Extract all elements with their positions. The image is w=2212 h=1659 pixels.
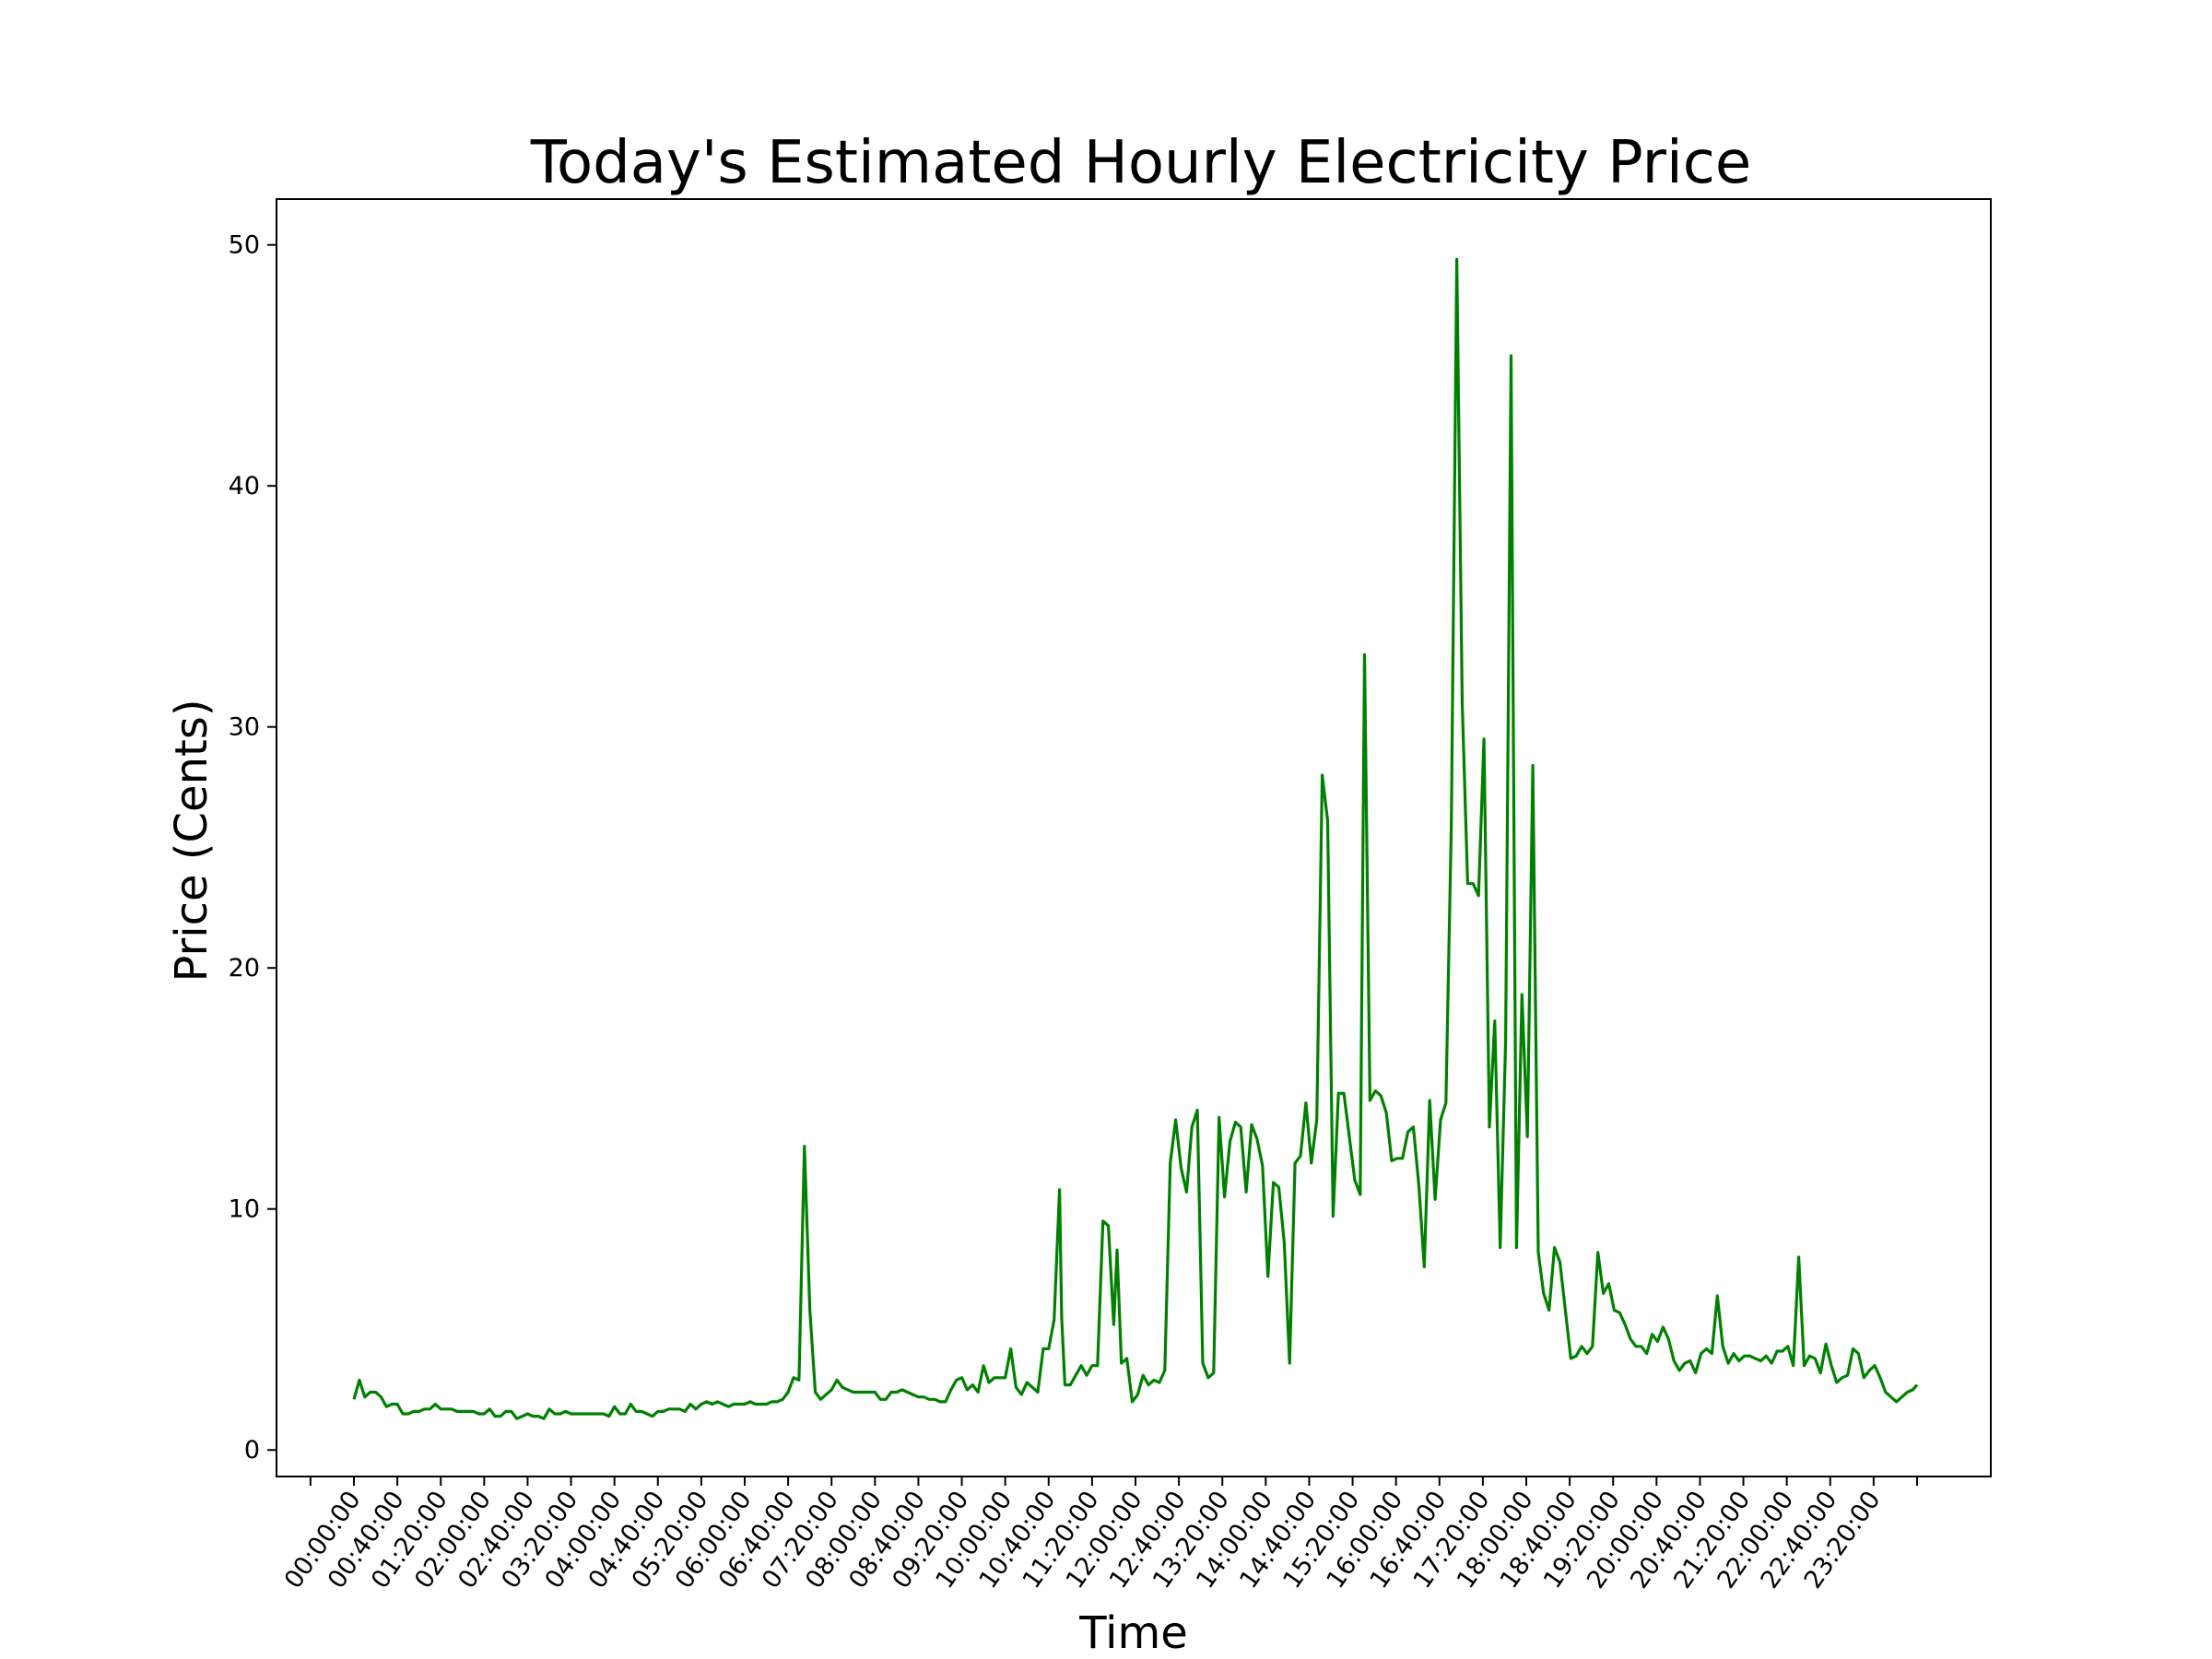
y-tick-label: 30 xyxy=(229,713,260,742)
y-tick-label: 0 xyxy=(244,1436,260,1465)
series-layer xyxy=(352,257,1919,1420)
plot-area xyxy=(276,198,1992,1477)
y-tick-label: 40 xyxy=(229,472,260,500)
y-tick-label: 10 xyxy=(229,1195,260,1224)
y-tick-label: 20 xyxy=(229,954,260,982)
chart-title: Today's Estimated Hourly Electricity Pri… xyxy=(530,129,1752,197)
x-axis-label: Time xyxy=(1078,1607,1187,1659)
y-tick-label: 50 xyxy=(229,231,260,260)
y-axis-label: Price (Cents) xyxy=(166,699,218,982)
price-series-line xyxy=(352,257,1919,1420)
y-axis-ticks: 0 10 20 30 40 50 xyxy=(229,231,276,1465)
